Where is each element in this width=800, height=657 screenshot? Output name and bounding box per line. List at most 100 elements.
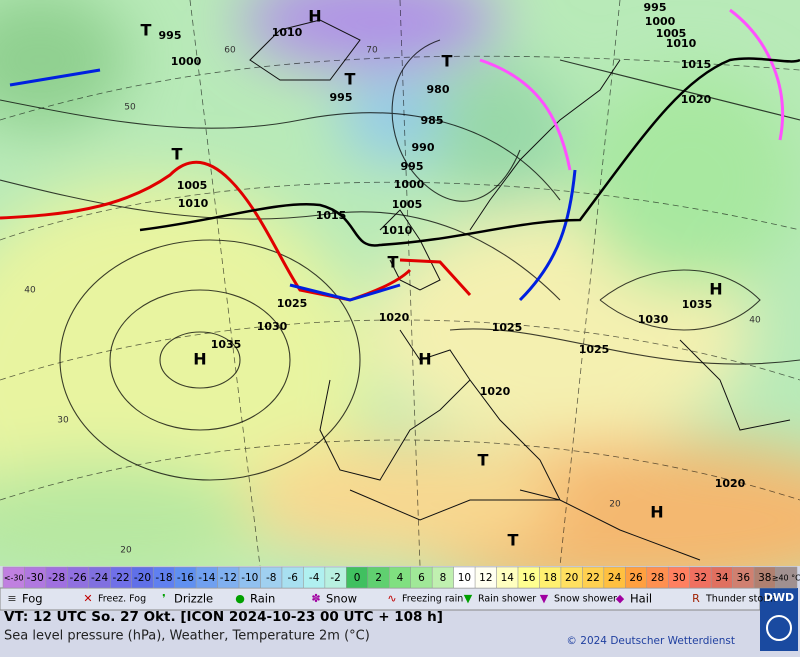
isobar-label: 1000 [394,178,425,191]
copyright: © 2024 Deutscher Wetterdienst [566,635,735,647]
legend-symbol: ▼ [464,592,473,605]
colorbar-label: -14 [198,572,215,584]
pressure-center: T [172,145,183,164]
colorbar-label: 2 [375,572,382,584]
colorbar-label: 0 [354,572,361,584]
isobar-label: 1010 [178,197,209,210]
isobar-label: 1025 [492,321,523,334]
pressure-center: H [418,350,431,369]
isobar-label: 1030 [257,320,288,333]
colorbar-label: -12 [220,572,237,584]
colorbar-label: 34 [715,572,729,584]
isobar-label: 995 [159,29,182,42]
colorbar-label: -28 [48,572,65,584]
isobar-label: 1035 [682,298,713,311]
isobar-label: 990 [412,141,435,154]
colorbar-label: 18 [544,572,557,584]
grid-label: 40 [749,316,761,326]
legend-symbol: ∿ [387,592,396,605]
pressure-center: T [478,451,489,470]
pressure-center: T [388,253,399,272]
colorbar-label: -2 [330,572,340,584]
isobar-label: 985 [421,114,444,127]
isobar-label: 995 [330,91,353,104]
colorbar-label: -10 [241,572,258,584]
colorbar-label: 22 [586,572,599,584]
colorbar-label: 26 [629,572,643,584]
grid-label: 70 [366,46,378,56]
colorbar-label: 14 [501,572,515,584]
legend-label: Drizzle [174,592,213,606]
isobar-label: 1005 [177,179,208,192]
isobar-label: 1015 [681,58,712,71]
grid-label: 20 [609,500,621,510]
isobar-label: 995 [644,1,667,14]
colorbar-label: -6 [287,572,298,584]
colorbar-label: -8 [266,572,276,584]
isobar-label: 1015 [316,209,347,222]
isobar-label: 1020 [379,311,410,324]
legend-symbol: ✕ [83,592,92,605]
colorbar-label: 8 [440,572,447,584]
colorbar-label: ≥40 °C [772,574,800,583]
grid-label: 30 [57,416,69,426]
legend-symbol: ◆ [616,592,625,605]
legend-symbol: ❜ [162,592,166,605]
colorbar-label: 10 [458,572,471,584]
grid-label: 40 [24,286,36,296]
footer-line: VT: 12 UTC So. 27 Okt. [ICON 2024-10-23 … [4,609,443,625]
legend-label: Rain [250,592,275,606]
colorbar-label: 32 [694,572,707,584]
grid-label: 60 [224,46,236,56]
color-swatch [775,566,798,589]
isobar-label: 1035 [211,338,242,351]
legend-symbol: ✽ [311,592,320,605]
isobar-label: 1010 [272,26,303,39]
pressure-center: T [442,52,453,71]
grid-label: 50 [124,103,136,113]
legend-label: Fog [22,592,43,606]
colorbar-label: 28 [651,572,664,584]
pressure-center: H [308,7,321,26]
legend-label: Freez. Fog [98,594,146,605]
isobar-label: 1025 [579,343,610,356]
colorbar-label: -26 [70,572,87,584]
colorbar-label: 16 [522,572,536,584]
legend-label: Freezing rain [402,594,463,605]
colorbar-label: <-30 [4,574,24,583]
pressure-center: T [141,21,152,40]
legend-symbol: ▼ [540,592,549,605]
legend-label: Snow [326,592,357,606]
isobar-label: 995 [401,160,424,173]
colorbar-label: 36 [737,572,751,584]
legend-symbol: R [692,592,700,605]
isobar-label: 1020 [480,385,511,398]
colorbar-label: -22 [112,572,129,584]
pressure-center: H [709,280,722,299]
colorbar-label: -20 [134,572,151,584]
legend-symbol: ≡ [7,592,16,605]
isobar-label: 1005 [656,27,687,40]
isobar-label: 1005 [392,198,423,211]
colorbar-label: 12 [479,572,492,584]
footer-line: Sea level pressure (hPa), Weather, Tempe… [4,629,370,644]
map-background [0,0,800,566]
colorbar-label: 24 [608,572,622,584]
isobar-label: 1010 [382,224,413,237]
pressure-center: H [650,503,663,522]
colorbar-label: -18 [155,572,172,584]
isobar-label: 1020 [715,477,746,490]
isobar-label: 1000 [171,55,202,68]
isobar-label: 1030 [638,313,669,326]
colorbar-label: 30 [672,572,685,584]
isobar-label: 980 [427,83,450,96]
colorbar-label: -16 [177,572,194,584]
legend-label: Hail [630,592,652,606]
colorbar-label: 38 [758,572,771,584]
colorbar-label: -30 [27,572,44,584]
colorbar-label: -24 [91,572,108,584]
legend-label: Snow shower [554,594,617,605]
isobar-label: 1010 [666,37,697,50]
